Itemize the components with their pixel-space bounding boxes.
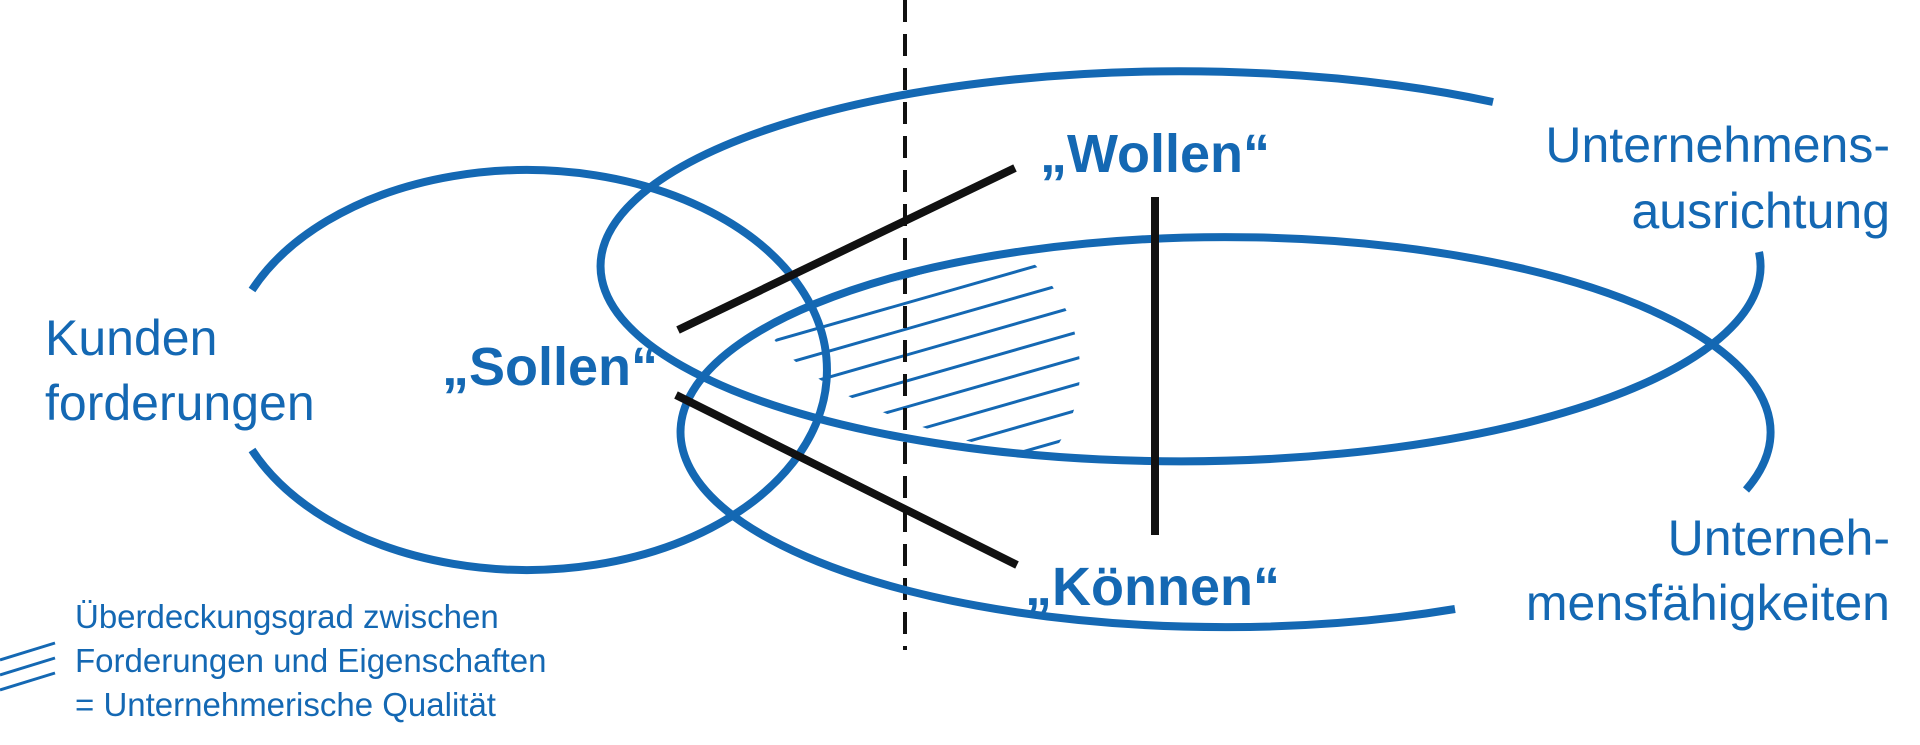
faehigkeiten-label-line2: mensfähigkeiten: [1526, 575, 1890, 631]
hatch-line: [755, 344, 1080, 468]
hatch-line: [755, 318, 1080, 442]
legend: Überdeckungsgrad zwischen Forderungen un…: [0, 598, 547, 723]
ausrichtung-label-line1: Unternehmens-: [1545, 117, 1890, 173]
sollen-wollen-connector: [676, 164, 1017, 334]
ausrichtung-ellipse: [596, 67, 1765, 466]
sollen-koennen-connector: [674, 391, 1019, 569]
faehigkeiten-label-line1: Unterneh-: [1668, 510, 1890, 566]
faehigkeiten-ellipse: [676, 233, 1775, 632]
legend-line2: Forderungen und Eigenschaften: [75, 642, 547, 679]
hatch-line: [755, 370, 1080, 485]
hatch-line: [755, 292, 1080, 416]
sollen-label: „Sollen“: [442, 337, 658, 397]
ausrichtung-label-line2: ausrichtung: [1632, 183, 1891, 239]
kunden-ellipse: [248, 166, 831, 574]
legend-line3: = Unternehmerische Qualität: [75, 686, 496, 723]
kunden-label-line1: Kunden: [45, 310, 217, 366]
wollen-label: „Wollen“: [1040, 124, 1270, 184]
legend-line1: Überdeckungsgrad zwischen: [75, 598, 499, 635]
hatch-legend-icon: [0, 641, 56, 692]
kunden-label-line2: forderungen: [45, 375, 315, 431]
koennen-label: „Können“: [1025, 557, 1280, 617]
hatch-line: [755, 240, 1080, 364]
